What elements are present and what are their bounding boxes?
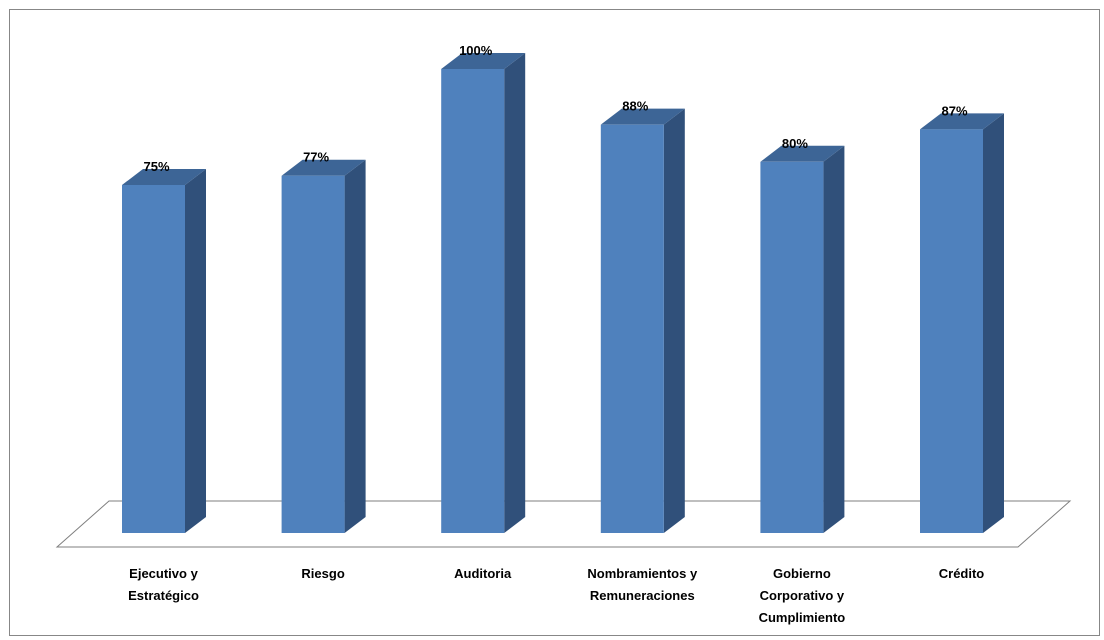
category-label-3: Nombramientos y Remuneraciones [587, 566, 698, 603]
bar-side [504, 53, 526, 533]
bar-front [441, 69, 505, 533]
category-label-line: Ejecutivo y [129, 566, 198, 581]
bar-front [122, 185, 185, 533]
data-label-5: 87% [941, 103, 967, 118]
bar-top [600, 108, 685, 125]
bar-side [344, 159, 366, 533]
chart-floor [55, 500, 1072, 548]
bar-front [760, 161, 824, 534]
bar-2 [441, 53, 526, 533]
bar-side [823, 145, 845, 534]
bar-1 [281, 159, 366, 533]
category-label-line: Gobierno [773, 566, 831, 581]
bar-top [441, 53, 526, 69]
category-label-line: Crédito [939, 566, 985, 581]
category-label-line: Nombramientos y [587, 566, 698, 581]
category-label-0: Ejecutivo y Estratégico [128, 566, 199, 603]
bar-0 [122, 169, 206, 533]
bar-series [122, 53, 1004, 534]
data-label-4: 80% [782, 136, 808, 151]
category-label-line: Riesgo [301, 566, 344, 581]
category-label-2: Auditoria [454, 566, 512, 581]
bar-4 [760, 145, 845, 534]
bar-5 [920, 113, 1004, 533]
bar-front [920, 129, 983, 533]
bar-top [281, 159, 366, 176]
bar-side [983, 113, 1004, 533]
category-label-line: Estratégico [128, 588, 199, 603]
category-label-line: Remuneraciones [590, 588, 695, 603]
bar-side [663, 108, 685, 534]
bar-3 [600, 108, 685, 534]
data-label-0: 75% [143, 159, 169, 174]
category-label-1: Riesgo [301, 566, 344, 581]
category-label-line: Corporativo y [760, 588, 845, 603]
category-label-4: Gobierno Corporativo y Cumplimiento [759, 566, 846, 625]
bar-front [281, 175, 345, 533]
floor-plane [55, 500, 1072, 548]
bar-top [122, 169, 206, 185]
category-labels: Ejecutivo y Estratégico Riesgo Auditoria Nom… [128, 566, 984, 625]
data-label-1: 77% [303, 150, 329, 165]
category-label-5: Crédito [939, 566, 985, 581]
category-label-line: Cumplimiento [759, 610, 846, 625]
bar-front [600, 124, 664, 534]
category-label-line: Auditoria [454, 566, 512, 581]
bar-side [185, 169, 206, 533]
data-label-2: 100% [459, 43, 493, 58]
data-label-3: 88% [622, 99, 648, 114]
data-labels: 75% 77% 100% 88% 80% 87% [143, 43, 967, 174]
bar-top [920, 113, 1004, 130]
bar-top [760, 145, 845, 162]
